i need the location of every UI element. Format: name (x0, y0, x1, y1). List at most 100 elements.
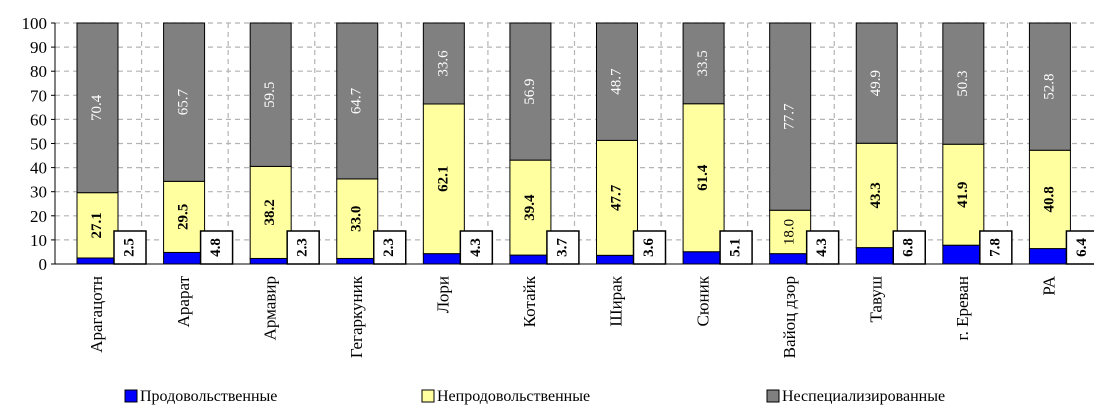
data-label-food: 6.4 (1074, 238, 1090, 257)
data-label-box-food (805, 230, 840, 265)
data-label-food: 4.8 (208, 238, 224, 257)
y-tick-label: 50 (30, 135, 47, 154)
data-label-nonspecialized: 33.6 (435, 50, 451, 77)
category-label: Арагацотн (87, 276, 106, 353)
category-label: г. Ереван (953, 276, 972, 340)
y-tick-label: 100 (22, 14, 48, 33)
legend-label: Неспециализированные (782, 388, 945, 405)
bar-nonfood (509, 159, 552, 256)
data-label-nonspecialized: 50.3 (955, 70, 971, 96)
bar-nonspecialized (163, 22, 206, 182)
data-label-nonfood: 41.9 (955, 182, 971, 208)
data-label-food: 4.3 (814, 238, 830, 257)
data-label-box-food (113, 230, 147, 265)
data-label-food: 7.8 (987, 238, 1003, 257)
data-label-food: 2.5 (121, 238, 137, 257)
bar-food (249, 257, 292, 265)
bar-nonspecialized (596, 22, 638, 141)
x-axis: Арагацотн Арарат Армавир Гегаркуник Лори Кота… (55, 263, 1094, 358)
data-label-box-food (286, 230, 320, 265)
data-label-nonfood: 18.0 (782, 219, 798, 245)
bar-nonspecialized (249, 22, 292, 167)
data-label-nonfood: 33.0 (349, 206, 365, 232)
data-label-nonspecialized: 64.7 (349, 87, 365, 114)
bar-food (682, 251, 725, 265)
data-label-nonspecialized: 59.5 (262, 82, 278, 108)
bar-food (509, 254, 552, 265)
data-label-food: 2.3 (381, 238, 397, 257)
category-label: Вайоц дзор (780, 276, 799, 358)
category-label: Арарат (174, 275, 193, 327)
data-label-nonfood: 40.8 (1041, 186, 1057, 212)
y-tick-label: 30 (30, 183, 47, 202)
bar-food (769, 253, 812, 265)
data-label-box-food (632, 230, 667, 265)
bar-nonspecialized (336, 22, 379, 180)
data-label-food: 5.1 (728, 238, 744, 257)
bar-nonspecialized (1028, 22, 1071, 151)
data-label-nonfood: 43.3 (868, 182, 884, 208)
y-tick-label: 10 (30, 231, 47, 250)
y-tick-label: 0 (39, 255, 48, 274)
bar-food (1028, 248, 1071, 265)
data-label-nonfood: 29.5 (176, 204, 192, 230)
data-label-food: 3.7 (554, 238, 570, 257)
y-tick-label: 60 (30, 110, 47, 129)
data-label-nonfood: 47.7 (608, 184, 624, 211)
bar-food (336, 257, 379, 265)
bar-nonspecialized (682, 22, 725, 105)
bar-nonfood (76, 192, 119, 259)
data-label-nonfood: 39.4 (522, 194, 538, 221)
category-label: Сюник (693, 275, 712, 326)
bar-nonfood (769, 209, 812, 255)
data-label-nonfood: 61.4 (695, 164, 711, 191)
bar-nonfood (422, 103, 465, 255)
y-axis: 0 10 20 30 40 50 60 70 80 90 100 (22, 14, 56, 274)
bar-nonfood (1028, 149, 1071, 250)
y-tick-label: 40 (30, 159, 47, 178)
bar-food (942, 244, 985, 265)
bar-food (422, 253, 465, 265)
bar-nonfood (163, 180, 206, 253)
y-tick-label: 20 (30, 207, 47, 226)
bar-food (855, 247, 898, 265)
data-label-nonspecialized: 77.7 (782, 103, 798, 130)
data-label-nonfood: 38.2 (262, 199, 278, 225)
legend-swatch (766, 389, 780, 403)
category-label: Лори (434, 276, 453, 313)
data-label-nonfood: 62.1 (435, 166, 451, 192)
category-label: Армавир (260, 276, 279, 340)
legend-swatch (124, 389, 138, 403)
category-label: Тавуш (866, 276, 885, 323)
data-label-nonspecialized: 33.5 (695, 50, 711, 76)
bar-nonspecialized (76, 22, 119, 194)
data-label-food: 3.6 (641, 238, 657, 257)
data-label-box-food (199, 230, 234, 265)
bar-nonfood (942, 143, 985, 246)
data-label-nonspecialized: 52.8 (1041, 73, 1057, 99)
bar-food (596, 254, 638, 265)
bars: 70.4 27.1 2.5 65.7 29.5 4.8 59.5 38.2 2.3 64.7 33.… (76, 22, 1094, 265)
bar-nonfood (336, 178, 379, 259)
legend-label: Непродовольственные (437, 388, 590, 405)
y-tick-label: 70 (30, 86, 47, 105)
category-label: РА (1040, 275, 1059, 295)
y-tick-label: 80 (30, 62, 47, 81)
bar-nonfood (596, 139, 638, 256)
category-label: Гегаркуник (347, 275, 366, 358)
data-label-nonspecialized: 49.9 (868, 70, 884, 96)
data-label-nonfood: 27.1 (89, 212, 105, 238)
bar-nonspecialized (769, 22, 812, 211)
category-label: Котайк (520, 275, 539, 327)
category-label: Ширак (607, 275, 626, 326)
bar-nonspecialized (509, 22, 552, 161)
data-label-box-food (979, 230, 1013, 265)
data-label-nonspecialized: 56.9 (522, 78, 538, 104)
y-tick-label: 90 (30, 38, 47, 57)
legend-label: Продовольственные (140, 388, 277, 405)
data-label-food: 4.3 (468, 238, 484, 257)
legend: Продовольственные Непродовольственные Несп… (124, 388, 945, 405)
data-label-nonspecialized: 65.7 (176, 89, 192, 116)
bar-food (163, 251, 206, 265)
